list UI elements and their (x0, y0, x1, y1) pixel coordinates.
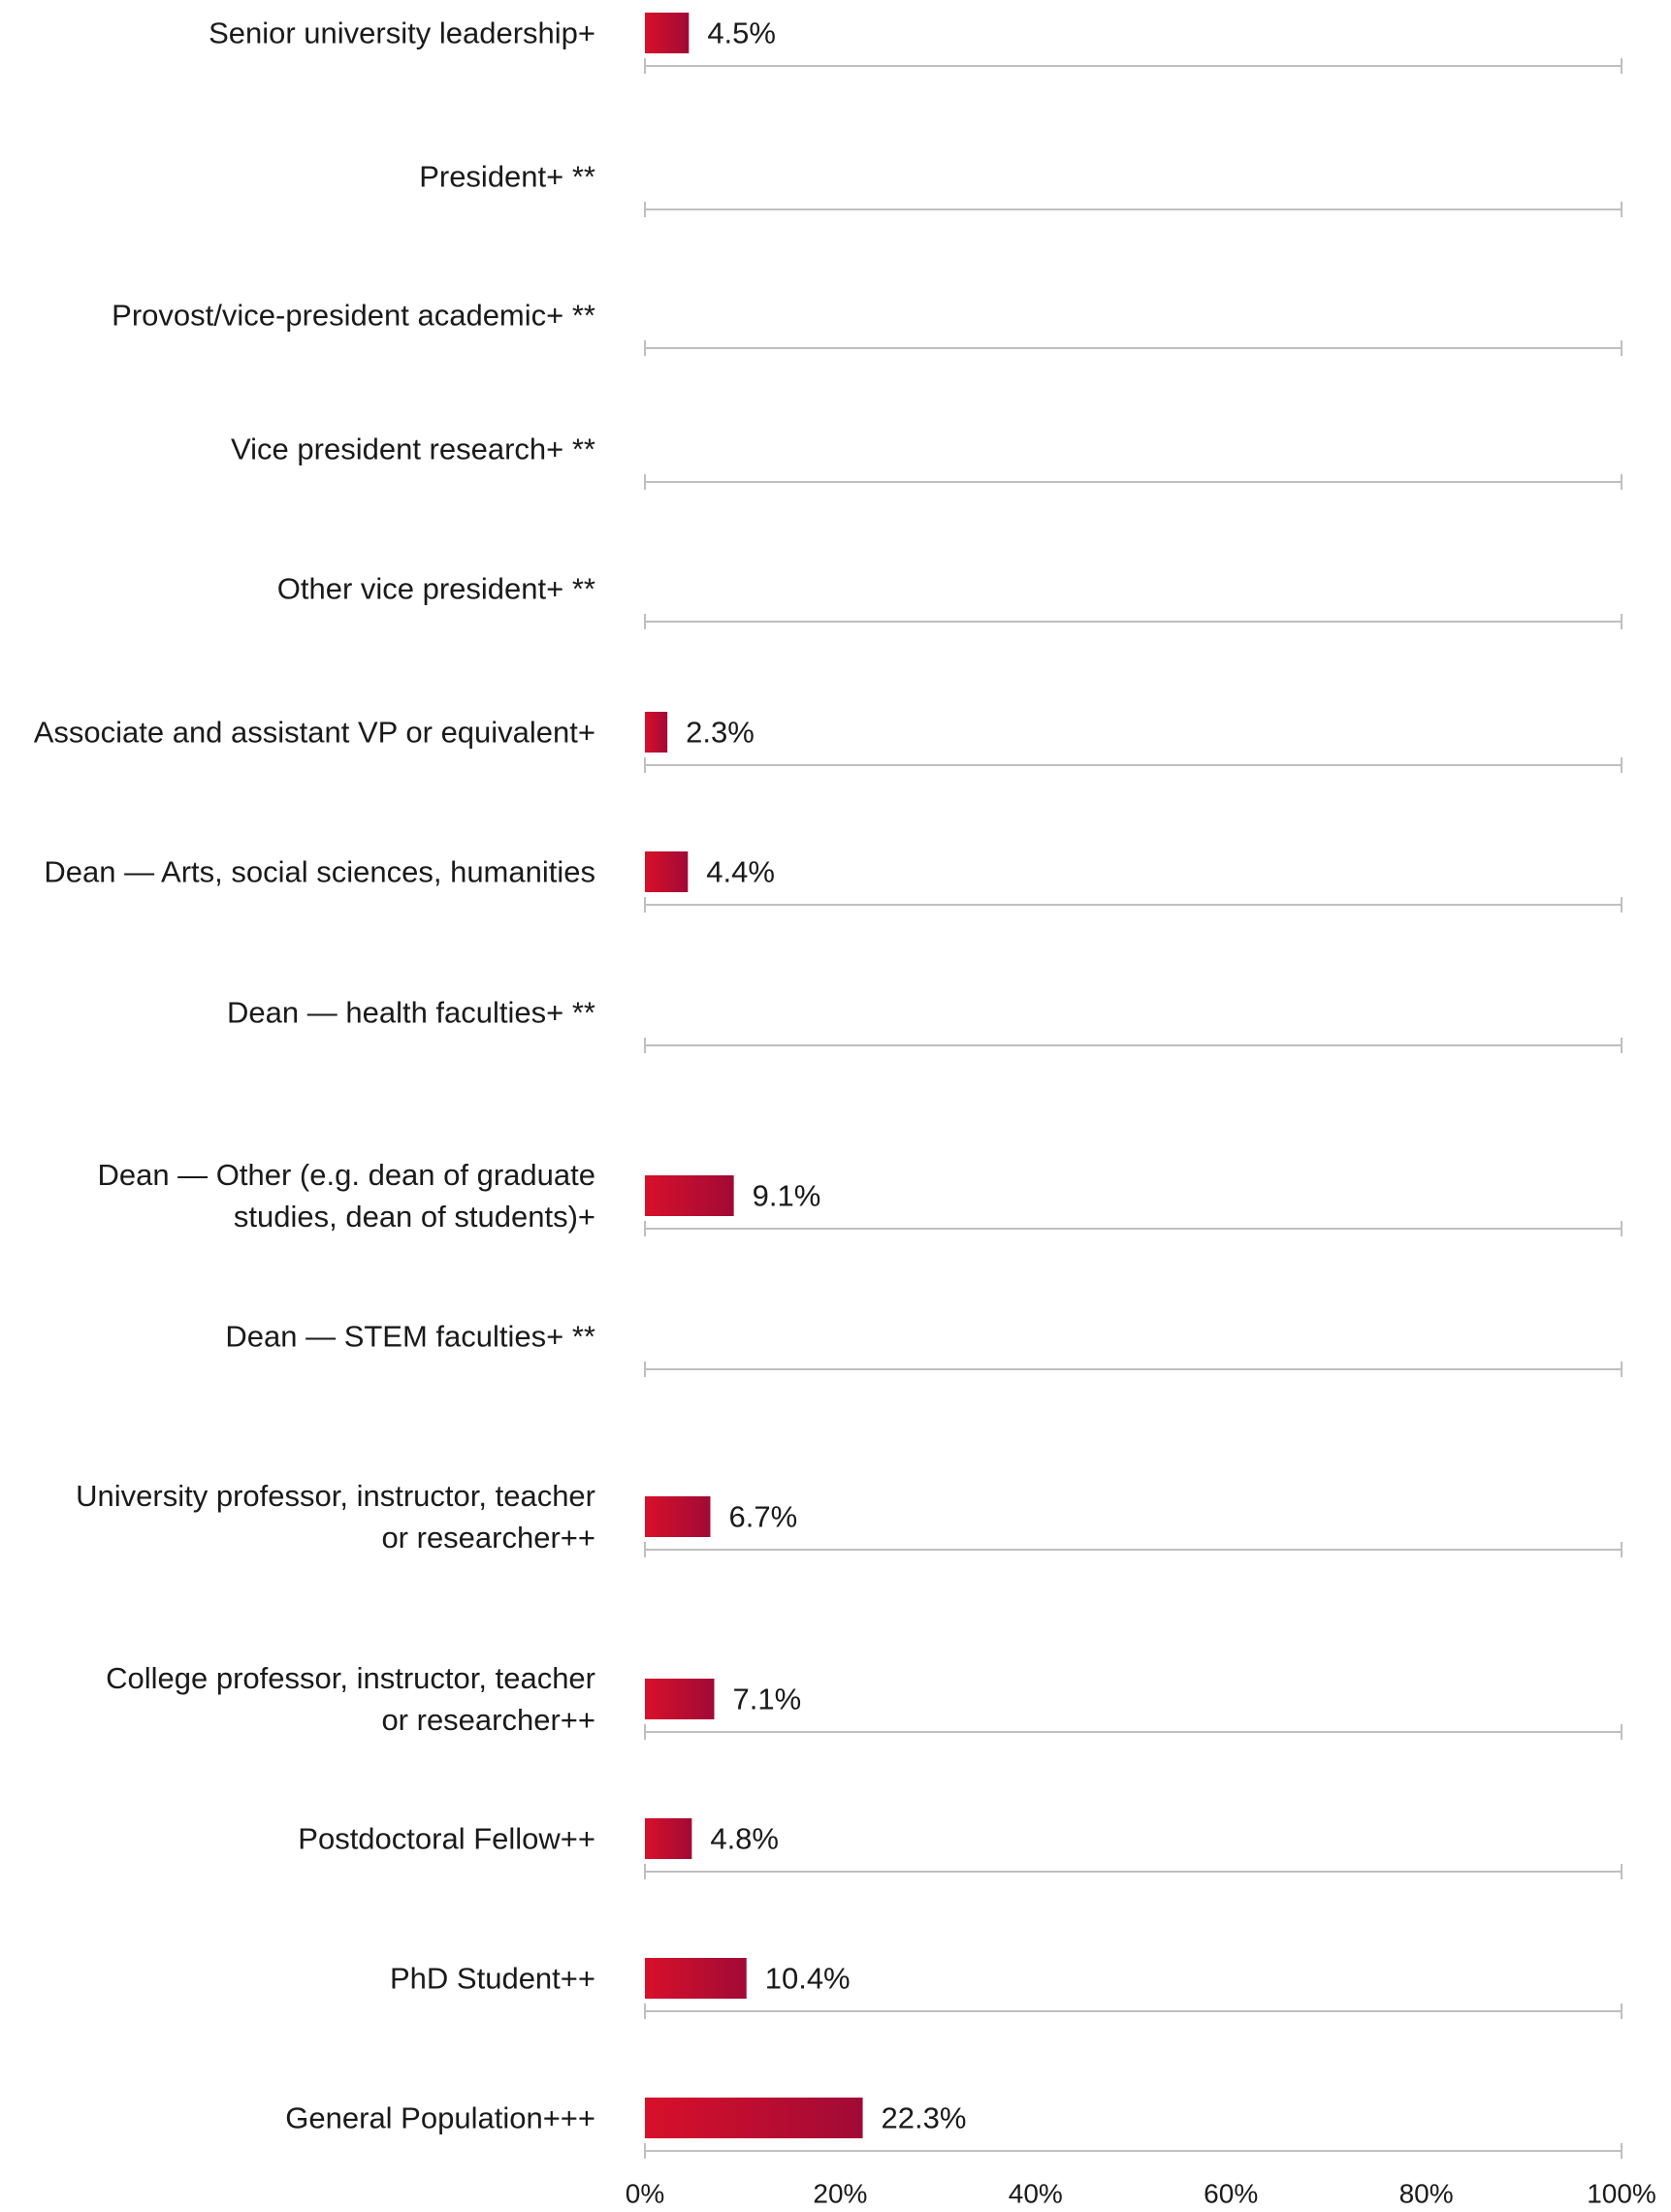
bar (645, 1496, 711, 1537)
category-row: Dean — Other (e.g. dean of graduate studi… (97, 1158, 1623, 1236)
category-label: Dean — STEM faculties+ ** (225, 1320, 595, 1354)
category-row: President+ ** (419, 160, 1623, 217)
x-tick-label: 0% (626, 2179, 664, 2208)
category-row: Provost/vice-president academic+ ** (112, 299, 1623, 356)
category-label: PhD Student++ (390, 1962, 595, 1996)
x-tick-label: 40% (1009, 2179, 1063, 2208)
x-tick-label: 20% (813, 2179, 867, 2208)
value-label: 4.4% (706, 855, 775, 889)
category-label: or researcher++ (381, 1521, 595, 1555)
category-label: studies, dean of students)+ (234, 1200, 595, 1234)
bar (645, 1175, 734, 1216)
category-row: General Population+++ 22.3% (285, 2098, 1623, 2159)
category-row: Other vice president+ ** (277, 572, 1623, 629)
value-label: 4.5% (707, 16, 776, 50)
category-row: Dean — Arts, social sciences, humanities… (44, 851, 1623, 913)
value-label: 2.3% (686, 716, 755, 750)
category-label: Postdoctoral Fellow++ (298, 1822, 595, 1856)
category-row: Associate and assistant VP or equivalent… (34, 712, 1623, 773)
category-label: Dean — Arts, social sciences, humanities (44, 855, 595, 889)
bar (645, 1679, 715, 1719)
value-label: 22.3% (882, 2101, 967, 2135)
category-label: Provost/vice-president academic+ ** (112, 299, 595, 333)
bar (645, 1818, 692, 1859)
x-tick-label: 100% (1587, 2179, 1656, 2208)
category-label: Senior university leadership+ (209, 16, 595, 50)
bar (645, 2098, 863, 2138)
category-label: Associate and assistant VP or equivalent… (34, 716, 595, 750)
category-label: or researcher++ (381, 1703, 595, 1737)
bar (645, 13, 690, 53)
value-label: 7.1% (732, 1683, 801, 1716)
value-label: 10.4% (765, 1962, 851, 1996)
category-row: Dean — health faculties+ ** (227, 996, 1623, 1053)
category-row: Dean — STEM faculties+ ** (225, 1320, 1623, 1377)
category-label: University professor, instructor, teache… (76, 1479, 595, 1513)
category-label: Dean — health faculties+ ** (227, 996, 595, 1030)
category-row: Vice president research+ ** (231, 433, 1623, 490)
category-label: College professor, instructor, teacher (106, 1661, 595, 1695)
category-label: Vice president research+ ** (231, 433, 595, 466)
chart-rows: Senior university leadership+ 4.5% Preside… (34, 13, 1623, 2159)
x-tick-label: 80% (1399, 2179, 1454, 2208)
x-tick-label: 60% (1204, 2179, 1258, 2208)
category-row: PhD Student++ 10.4% (390, 1958, 1623, 2019)
bar (645, 1958, 747, 1999)
category-row: Postdoctoral Fellow++ 4.8% (298, 1818, 1623, 1879)
bar (645, 851, 689, 892)
category-label: Other vice president+ ** (277, 572, 595, 606)
x-axis-ticks: 0% 20% 40% 60% 80% 100% (626, 2179, 1656, 2209)
value-label: 6.7% (728, 1500, 797, 1534)
value-label: 9.1% (753, 1179, 821, 1213)
category-label: Dean — Other (e.g. dean of graduate (97, 1158, 595, 1192)
category-label: General Population+++ (285, 2101, 595, 2135)
category-row: College professor, instructor, teacher or… (106, 1661, 1623, 1740)
bar (645, 712, 668, 753)
category-row: University professor, instructor, teache… (76, 1479, 1623, 1557)
category-row: Senior university leadership+ 4.5% (209, 13, 1623, 74)
value-label: 4.8% (710, 1822, 779, 1856)
category-label: President+ ** (419, 160, 595, 194)
